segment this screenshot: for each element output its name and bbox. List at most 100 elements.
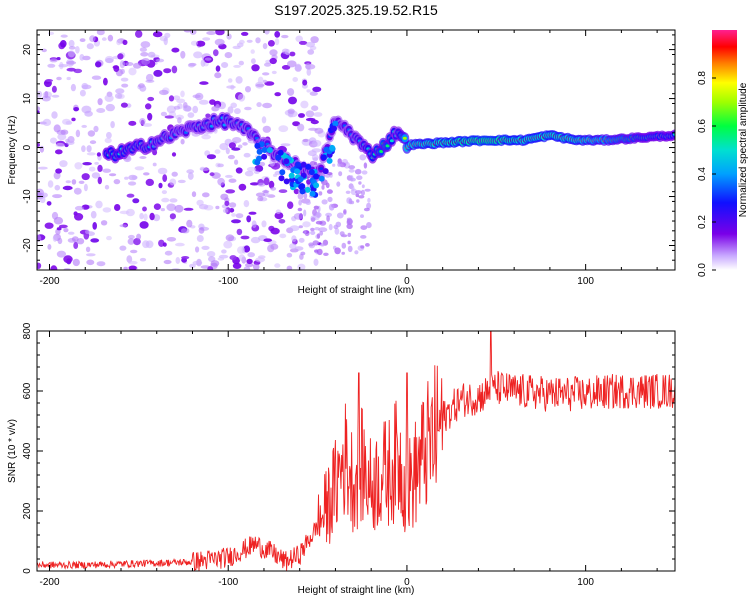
noise-blob	[147, 51, 156, 58]
noise-blob	[298, 113, 305, 118]
noise-blob	[42, 118, 52, 126]
noise-blob	[235, 76, 243, 84]
noise-blob	[348, 168, 355, 173]
noise-blob	[261, 116, 267, 124]
top-y-axis-label: Frequency (Hz)	[7, 116, 18, 185]
noise-blob	[56, 57, 61, 61]
ridge-blob	[329, 144, 336, 151]
noise-blob	[246, 166, 257, 172]
ridge-blob	[288, 172, 295, 179]
noise-blob	[47, 244, 52, 250]
noise-blob	[192, 94, 201, 99]
ridge-blob	[299, 188, 306, 195]
noise-blob	[121, 83, 129, 88]
noise-blob	[95, 200, 103, 209]
noise-blob	[44, 222, 54, 229]
noise-blob	[235, 167, 243, 174]
noise-blob	[289, 225, 300, 232]
noise-blob	[217, 257, 225, 261]
noise-blob	[141, 58, 151, 66]
noise-blob	[226, 33, 232, 40]
ridge-blob	[283, 178, 290, 185]
noise-blob	[314, 227, 320, 231]
noise-blob	[119, 245, 127, 251]
noise-blob	[255, 257, 265, 263]
noise-blob	[334, 227, 340, 235]
x-tick-label: 0	[404, 577, 410, 588]
noise-blob	[280, 143, 291, 147]
noise-blob	[145, 73, 154, 82]
noise-blob	[263, 177, 270, 186]
noise-blob	[127, 238, 135, 245]
y-tick-label: -20	[22, 238, 33, 253]
noise-blob	[205, 113, 211, 118]
noise-blob	[251, 64, 260, 72]
noise-blob	[275, 209, 281, 214]
noise-blob	[332, 163, 336, 167]
noise-blob	[270, 186, 277, 191]
noise-blob	[127, 234, 135, 240]
noise-blob	[251, 58, 256, 64]
noise-blob	[257, 182, 266, 187]
noise-blob	[231, 219, 241, 224]
noise-blob	[206, 251, 216, 258]
noise-blob	[117, 53, 124, 60]
noise-blob	[221, 62, 229, 68]
noise-blob	[199, 81, 209, 85]
noise-blob	[86, 253, 96, 257]
noise-blob	[315, 220, 323, 225]
colorbar-label: Normalized spectral amplitude	[738, 82, 749, 217]
noise-blob	[308, 242, 314, 247]
noise-blob	[313, 112, 323, 117]
noise-blob	[227, 106, 234, 114]
noise-blob	[106, 235, 112, 241]
colorbar-tick-label: 0.2	[697, 215, 708, 229]
noise-blob	[264, 62, 271, 67]
noise-blob	[359, 154, 367, 161]
noise-blob	[90, 238, 100, 243]
noise-blob	[71, 117, 76, 122]
noise-blob	[261, 220, 267, 228]
noise-blob	[232, 137, 242, 144]
noise-blob	[354, 168, 362, 175]
y-tick-label: 0	[22, 144, 33, 150]
noise-blob	[215, 30, 225, 36]
noise-blob	[270, 227, 280, 235]
noise-blob	[68, 46, 76, 50]
noise-blob	[271, 70, 277, 75]
y-tick-label: 0	[22, 568, 33, 574]
noise-blob	[305, 63, 311, 70]
noise-blob	[160, 111, 167, 117]
noise-blob	[177, 179, 186, 184]
noise-blob	[227, 154, 235, 160]
noise-blob	[366, 222, 372, 229]
noise-blob	[39, 196, 46, 204]
noise-blob	[267, 40, 275, 47]
noise-blob	[104, 184, 110, 190]
noise-blob	[214, 149, 221, 154]
noise-blob	[174, 204, 184, 213]
noise-blob	[354, 250, 359, 255]
noise-blob	[73, 107, 80, 112]
noise-blob	[46, 201, 52, 206]
noise-blob	[262, 190, 270, 194]
noise-blob	[303, 230, 307, 234]
noise-blob	[193, 51, 203, 59]
noise-blob	[237, 93, 246, 102]
noise-blob	[307, 49, 315, 55]
noise-blob	[281, 48, 289, 54]
noise-blob	[287, 108, 295, 114]
noise-blob	[262, 72, 270, 76]
noise-blob	[192, 260, 203, 266]
noise-blob	[321, 199, 328, 205]
noise-blob	[355, 190, 362, 195]
noise-blob	[281, 34, 289, 39]
noise-blob	[358, 195, 365, 199]
noise-blob	[139, 47, 147, 52]
colorbar-tick-label: 0.8	[697, 71, 708, 85]
noise-blob	[105, 103, 116, 112]
noise-blob	[313, 205, 319, 210]
noise-blob	[347, 232, 352, 237]
noise-blob	[75, 129, 81, 138]
noise-blob	[161, 190, 167, 195]
